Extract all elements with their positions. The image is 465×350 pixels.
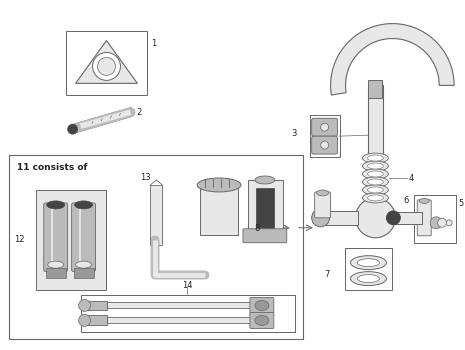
Bar bbox=[248, 180, 283, 238]
Ellipse shape bbox=[76, 261, 92, 268]
Circle shape bbox=[98, 57, 115, 75]
Bar bbox=[256, 188, 274, 228]
Ellipse shape bbox=[255, 301, 269, 310]
Text: 3: 3 bbox=[292, 129, 297, 138]
Bar bbox=[46, 268, 66, 278]
FancyBboxPatch shape bbox=[72, 203, 95, 272]
Text: 4: 4 bbox=[408, 174, 413, 183]
Ellipse shape bbox=[358, 275, 379, 282]
Bar bbox=[200, 185, 238, 235]
Text: 2: 2 bbox=[136, 108, 142, 117]
Bar bbox=[106, 302, 251, 308]
Ellipse shape bbox=[363, 153, 388, 163]
FancyBboxPatch shape bbox=[315, 192, 331, 218]
Ellipse shape bbox=[48, 261, 64, 268]
Circle shape bbox=[438, 218, 447, 227]
Circle shape bbox=[430, 217, 442, 229]
Text: 14: 14 bbox=[182, 281, 193, 289]
Bar bbox=[66, 30, 147, 95]
Ellipse shape bbox=[255, 176, 275, 184]
Bar bbox=[414, 195, 456, 243]
FancyBboxPatch shape bbox=[44, 203, 67, 272]
Ellipse shape bbox=[255, 315, 269, 326]
Ellipse shape bbox=[367, 195, 384, 201]
Ellipse shape bbox=[367, 187, 384, 193]
Circle shape bbox=[93, 52, 120, 80]
Circle shape bbox=[67, 124, 78, 134]
Bar bbox=[80, 294, 295, 332]
FancyBboxPatch shape bbox=[250, 298, 274, 314]
FancyBboxPatch shape bbox=[312, 136, 338, 154]
FancyBboxPatch shape bbox=[417, 200, 431, 236]
Bar bbox=[85, 301, 106, 310]
Ellipse shape bbox=[363, 185, 388, 195]
Text: 13: 13 bbox=[140, 173, 151, 182]
Circle shape bbox=[312, 209, 330, 227]
Bar bbox=[73, 268, 93, 278]
Ellipse shape bbox=[47, 201, 65, 209]
Text: 8: 8 bbox=[254, 224, 259, 233]
Polygon shape bbox=[76, 41, 137, 83]
Bar bbox=[9, 155, 303, 340]
Bar bbox=[368, 80, 382, 98]
Ellipse shape bbox=[358, 259, 379, 267]
Circle shape bbox=[321, 123, 329, 131]
Ellipse shape bbox=[367, 171, 384, 177]
Polygon shape bbox=[331, 23, 454, 95]
Ellipse shape bbox=[363, 193, 388, 203]
FancyBboxPatch shape bbox=[243, 229, 287, 243]
Ellipse shape bbox=[363, 169, 388, 179]
Text: 1: 1 bbox=[151, 38, 157, 48]
Ellipse shape bbox=[197, 178, 241, 192]
Bar bbox=[368, 85, 384, 210]
Text: 5: 5 bbox=[458, 199, 463, 208]
Circle shape bbox=[79, 300, 91, 312]
Bar bbox=[392, 212, 422, 224]
Circle shape bbox=[446, 220, 452, 226]
Text: 6: 6 bbox=[403, 196, 409, 205]
Circle shape bbox=[356, 198, 395, 238]
Ellipse shape bbox=[367, 155, 384, 161]
Bar bbox=[85, 315, 106, 326]
FancyBboxPatch shape bbox=[250, 313, 274, 328]
Bar bbox=[345, 248, 392, 289]
Text: 11 consists of: 11 consists of bbox=[17, 163, 87, 172]
FancyBboxPatch shape bbox=[312, 118, 338, 136]
Ellipse shape bbox=[351, 256, 386, 270]
Ellipse shape bbox=[317, 190, 329, 196]
Circle shape bbox=[386, 211, 400, 225]
Circle shape bbox=[79, 314, 91, 327]
Bar bbox=[321, 211, 359, 225]
Ellipse shape bbox=[74, 201, 93, 209]
Ellipse shape bbox=[367, 179, 384, 185]
Bar bbox=[36, 190, 106, 289]
Text: 12: 12 bbox=[14, 235, 24, 244]
Circle shape bbox=[321, 141, 329, 149]
Ellipse shape bbox=[363, 161, 388, 171]
Ellipse shape bbox=[351, 272, 386, 286]
Bar bbox=[106, 317, 251, 323]
Bar bbox=[150, 185, 162, 245]
Ellipse shape bbox=[419, 198, 429, 203]
Text: 7: 7 bbox=[325, 270, 330, 279]
Ellipse shape bbox=[363, 177, 388, 187]
Bar bbox=[310, 115, 339, 157]
Ellipse shape bbox=[367, 163, 384, 169]
